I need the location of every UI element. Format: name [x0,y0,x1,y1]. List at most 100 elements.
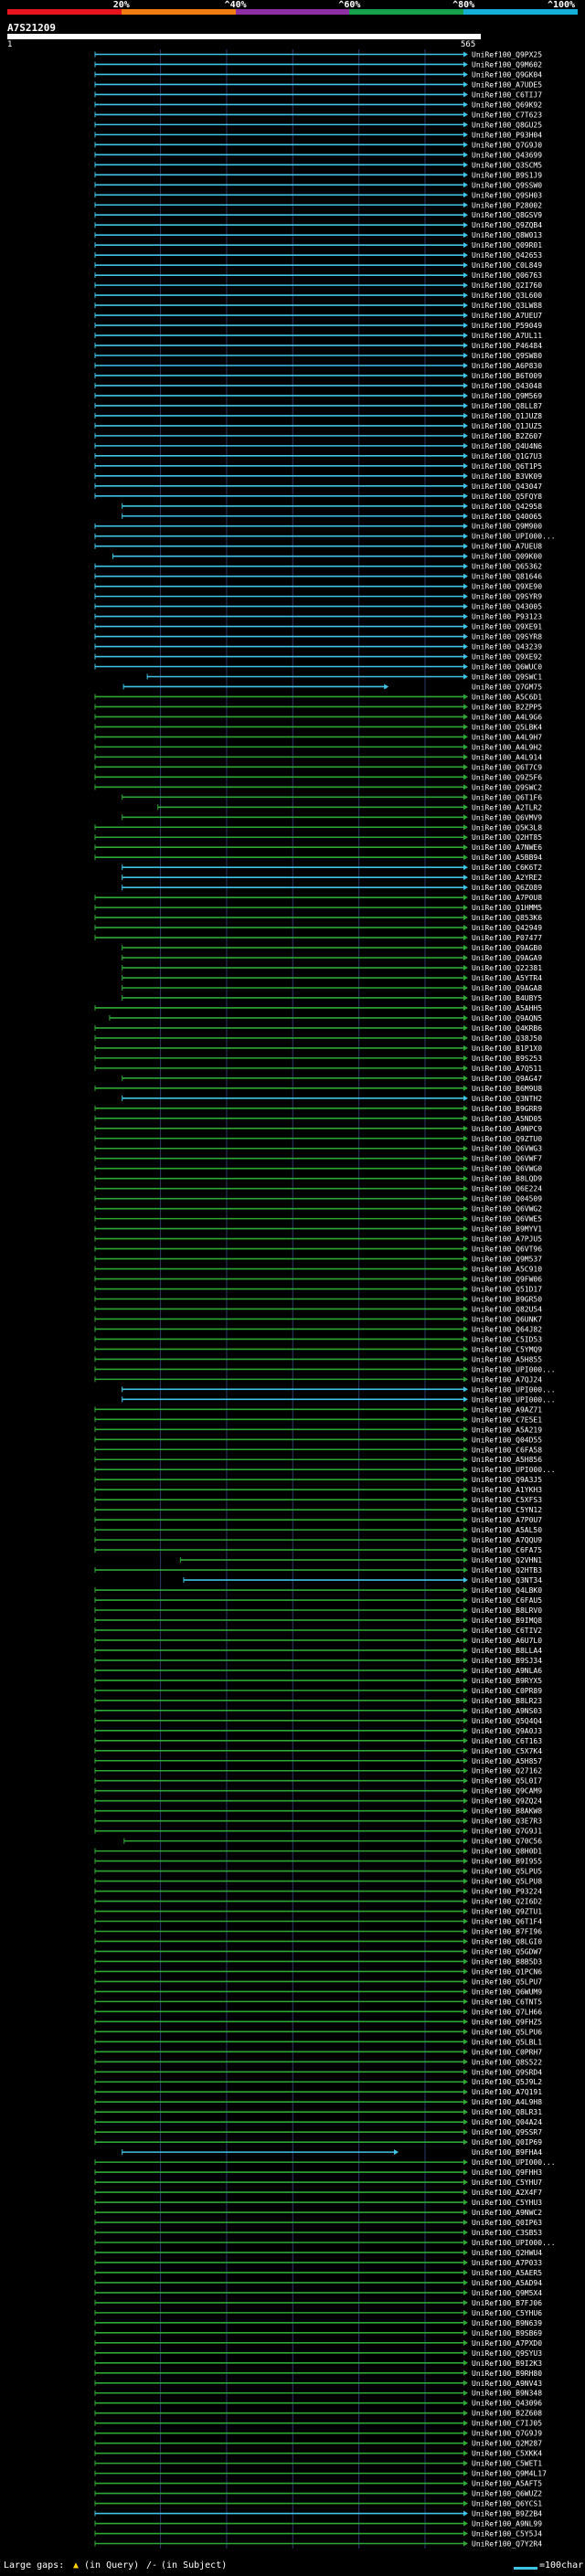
hit-label[interactable]: UniRef100_P59049 [472,322,542,330]
hit-label[interactable]: UniRef100_Q38J50 [472,1034,542,1043]
hit-label[interactable]: UniRef100_B9N639 [472,2319,542,2327]
hit-row[interactable]: UniRef100_A5H855 [94,1355,542,1363]
hit-label[interactable]: UniRef100_Q43239 [472,643,542,652]
hit-row[interactable]: UniRef100_Q8LL87 [94,402,542,410]
hit-row[interactable]: UniRef100_UPI000... [122,1395,556,1404]
hit-row[interactable]: UniRef100_Q40065 [122,513,543,521]
hit-row[interactable]: UniRef100_B8LRV0 [94,1606,542,1615]
hit-label[interactable]: UniRef100_Q3NT34 [472,1576,542,1585]
hit-label[interactable]: UniRef100_Q42653 [472,251,542,260]
hit-row[interactable]: UniRef100_Q2HWU4 [94,2249,542,2257]
hit-row[interactable]: UniRef100_Q9A0J3 [94,1727,542,1735]
hit-row[interactable]: UniRef100_A1YKH3 [94,1486,542,1494]
hit-label[interactable]: UniRef100_Q6T1F4 [472,1918,542,1926]
hit-row[interactable]: UniRef100_C6FA75 [94,1546,542,1554]
hit-label[interactable]: UniRef100_Q6VWG0 [472,1165,542,1173]
hit-row[interactable]: UniRef100_Q9ZTU0 [94,1135,542,1143]
hit-row[interactable]: UniRef100_Q43239 [94,643,542,652]
hit-label[interactable]: UniRef100_B9GRR9 [472,1105,542,1113]
hit-row[interactable]: UniRef100_A7PXD0 [94,2339,542,2348]
hit-label[interactable]: UniRef100_Q9AG47 [472,1075,542,1083]
hit-row[interactable]: UniRef100_A5C6D1 [94,693,542,701]
hit-label[interactable]: UniRef100_B9S253 [472,1055,542,1063]
hit-label[interactable]: UniRef100_P28002 [472,201,542,209]
hit-row[interactable]: UniRef100_Q04A24 [94,2118,542,2126]
hit-row[interactable]: UniRef100_Q8H0D1 [94,1848,542,1856]
hit-label[interactable]: UniRef100_UPI000... [472,2239,556,2247]
hit-row[interactable]: UniRef100_B4UBY5 [122,994,543,1002]
hit-row[interactable]: UniRef100_B9GRR9 [94,1105,542,1113]
hit-label[interactable]: UniRef100_Q22381 [472,964,542,972]
hit-label[interactable]: UniRef100_Q6UNK7 [472,1315,542,1323]
hit-row[interactable]: UniRef100_B3VK09 [94,472,542,481]
hit-label[interactable]: UniRef100_Q9SSW0 [472,181,542,189]
hit-row[interactable]: UniRef100_C5YHU7 [94,2178,542,2187]
hit-row[interactable]: UniRef100_A5AHH5 [94,1004,542,1012]
hit-label[interactable]: UniRef100_C5X7K4 [472,1747,542,1755]
hit-label[interactable]: UniRef100_Q9AQN5 [472,1014,542,1023]
hit-label[interactable]: UniRef100_Q9SYR8 [472,633,542,641]
hit-label[interactable]: UniRef100_A9NS03 [472,1707,542,1715]
hit-row[interactable]: UniRef100_Q3NTH2 [122,1095,543,1103]
hit-row[interactable]: UniRef100_Q1G7U3 [94,452,542,461]
hit-row[interactable]: UniRef100_Q4U4N6 [94,442,542,451]
hit-label[interactable]: UniRef100_A7NWE6 [472,843,542,852]
hit-label[interactable]: UniRef100_Q5Q4Q4 [472,1717,542,1725]
hit-row[interactable]: UniRef100_C5YMQ9 [94,1345,542,1353]
hit-row[interactable]: UniRef100_B9RH80 [94,2369,542,2378]
hit-label[interactable]: UniRef100_C5XFS3 [472,1496,542,1504]
hit-label[interactable]: UniRef100_Q9SYR9 [472,593,542,601]
hit-row[interactable]: UniRef100_B9Z2B4 [94,2510,542,2518]
hit-label[interactable]: UniRef100_Q9PX25 [472,50,542,58]
hit-row[interactable]: UniRef100_Q9FHZ5 [94,2018,542,2026]
hit-row[interactable]: UniRef100_P93224 [94,1888,542,1896]
hit-label[interactable]: UniRef100_Q6T7C9 [472,763,542,771]
hit-row[interactable]: UniRef100_C5X7K4 [94,1747,542,1755]
hit-row[interactable]: UniRef100_A7Q511 [94,1065,542,1073]
hit-label[interactable]: UniRef100_B7FJ06 [472,2299,542,2307]
hit-label[interactable]: UniRef100_UPI000... [472,1395,556,1404]
hit-label[interactable]: UniRef100_C5ID53 [472,1335,542,1343]
hit-row[interactable]: UniRef100_A5YTR4 [122,974,543,982]
hit-row[interactable]: UniRef100_Q9ZQB4 [94,221,542,229]
hit-row[interactable]: UniRef100_B9S1J9 [94,171,542,179]
hit-label[interactable]: UniRef100_Q06763 [472,271,542,280]
hit-label[interactable]: UniRef100_A2X4F7 [472,2189,542,2197]
hit-label[interactable]: UniRef100_A5YTR4 [472,974,542,982]
hit-label[interactable]: UniRef100_A7PXD0 [472,2339,542,2348]
hit-row[interactable]: UniRef100_Q06763 [94,271,542,280]
hit-row[interactable]: UniRef100_C5YHU6 [94,2309,542,2317]
hit-label[interactable]: UniRef100_Q6T1F6 [472,793,542,801]
hit-row[interactable]: UniRef100_Q5Q4Q4 [94,1717,542,1725]
hit-row[interactable]: UniRef100_B9S253 [94,1055,542,1063]
hit-row[interactable]: UniRef100_C5YN12 [94,1506,542,1514]
hit-label[interactable]: UniRef100_A5AD94 [472,2279,542,2287]
hit-row[interactable]: UniRef100_A7UDE5 [94,80,542,89]
hit-label[interactable]: UniRef100_Q6VT96 [472,1246,542,1254]
hit-label[interactable]: UniRef100_A4L9H2 [472,743,542,751]
hit-label[interactable]: UniRef100_Q9FW06 [472,1276,542,1284]
hit-row[interactable]: UniRef100_Q7G9J0 [94,141,542,149]
hit-row[interactable]: UniRef100_Q6VMV9 [122,813,543,822]
hit-row[interactable]: UniRef100_A7P0U8 [94,894,542,902]
hit-row[interactable]: UniRef100_Q2HT85 [94,833,542,842]
hit-row[interactable]: UniRef100_Q65362 [94,563,542,571]
hit-label[interactable]: UniRef100_Q6T1P5 [472,462,542,471]
hit-row[interactable]: UniRef100_B8LQD9 [94,1175,542,1183]
hit-row[interactable]: UniRef100_Q6T1F4 [94,1918,542,1926]
hit-row[interactable]: UniRef100_Q7Y2R4 [94,2540,542,2549]
hit-row[interactable]: UniRef100_A5C910 [94,1266,542,1274]
hit-row[interactable]: UniRef100_A7QJ24 [94,1375,542,1383]
hit-label[interactable]: UniRef100_Q7G9J0 [472,141,542,149]
hit-label[interactable]: UniRef100_Q9SYU3 [472,2349,542,2358]
hit-row[interactable]: UniRef100_A7UL11 [94,332,542,340]
hit-label[interactable]: UniRef100_Q2I760 [472,281,542,290]
hit-label[interactable]: UniRef100_Q8LL87 [472,402,542,410]
hit-row[interactable]: UniRef100_A5AL50 [94,1526,542,1534]
hit-row[interactable]: UniRef100_Q6WUC0 [94,663,542,672]
hit-row[interactable]: UniRef100_UPI000... [94,2158,556,2167]
hit-row[interactable]: UniRef100_Q6VWF7 [94,1155,542,1163]
hit-row[interactable]: UniRef100_Q9AQN5 [109,1014,542,1023]
hit-label[interactable]: UniRef100_Q5K3L8 [472,823,542,832]
hit-label[interactable]: UniRef100_P93H04 [472,131,542,139]
